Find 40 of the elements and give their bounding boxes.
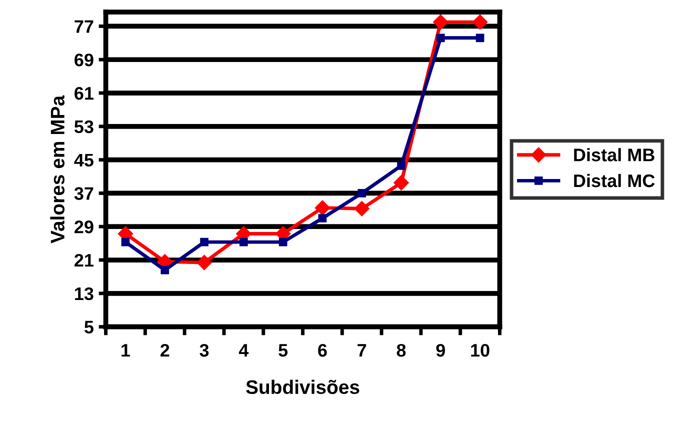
point (476, 34, 484, 42)
y-tick-label: 45 (74, 154, 94, 167)
x-axis-title: Subdivisões (246, 380, 360, 394)
x-tick-label: 9 (436, 344, 445, 357)
legend-label: Distal MC (574, 174, 655, 188)
point (472, 14, 488, 30)
y-tick-label: 5 (84, 320, 94, 334)
point (394, 175, 409, 190)
point (358, 189, 366, 198)
point (397, 161, 406, 170)
point (160, 266, 170, 274)
x-tick-label: 4 (238, 344, 249, 357)
y-tick-label: 53 (74, 120, 94, 134)
x-tick-label: 7 (358, 344, 366, 357)
y-tick-label: 77 (74, 20, 94, 33)
y-tick-label: 29 (74, 220, 94, 234)
point (433, 14, 448, 30)
x-tick-label: 5 (278, 344, 288, 357)
x-tick-label: 3 (200, 344, 209, 357)
x-tick-label: 1 (122, 344, 130, 357)
x-tick-label: 8 (396, 344, 406, 357)
y-tick-label: 61 (74, 86, 94, 100)
y-tick-label: 13 (75, 287, 94, 300)
point (278, 238, 288, 246)
point (436, 34, 445, 42)
x-tick-label: 10 (471, 344, 490, 357)
y-tick-label: 69 (74, 54, 94, 66)
x-tick-label: 6 (318, 344, 327, 357)
x-tick-label: 2 (160, 344, 170, 357)
y-tick-label: 21 (74, 254, 94, 267)
point (121, 238, 130, 246)
y-tick-label: 37 (74, 187, 94, 200)
point (318, 214, 327, 222)
point (196, 254, 212, 270)
point (354, 201, 370, 216)
point (314, 200, 330, 216)
y-axis-title: Valores em MPa (50, 95, 65, 244)
point (240, 238, 248, 246)
legend-label: Distal MB (574, 148, 654, 162)
point (200, 238, 208, 246)
